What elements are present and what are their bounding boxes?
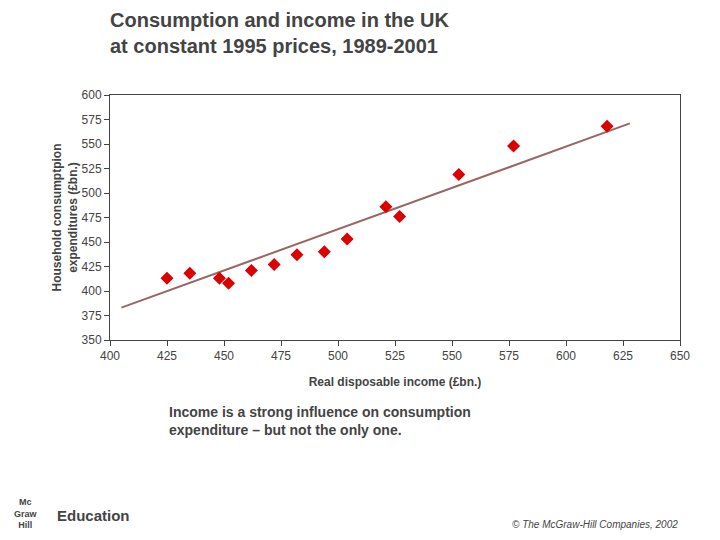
svg-text:600: 600 (82, 88, 102, 102)
svg-text:350: 350 (82, 333, 102, 347)
svg-text:Household consumptpionexpendit: Household consumptpionexpenditures (£bn.… (50, 144, 80, 292)
svg-text:Consumption and income in the: Consumption and income in the UKat const… (110, 9, 449, 57)
svg-text:500: 500 (328, 349, 348, 363)
svg-text:525: 525 (82, 162, 102, 176)
svg-text:525: 525 (385, 349, 405, 363)
svg-text:475: 475 (82, 211, 102, 225)
svg-text:550: 550 (442, 349, 462, 363)
svg-text:375: 375 (82, 309, 102, 323)
svg-text:650: 650 (670, 349, 690, 363)
svg-text:Income is a strong influence o: Income is a strong influence on consumpt… (169, 404, 471, 438)
svg-text:575: 575 (82, 113, 102, 127)
svg-text:400: 400 (82, 284, 102, 298)
svg-text:400: 400 (100, 349, 120, 363)
svg-text:450: 450 (214, 349, 234, 363)
svg-text:550: 550 (82, 137, 102, 151)
svg-text:425: 425 (82, 260, 102, 274)
svg-text:475: 475 (271, 349, 291, 363)
svg-text:425: 425 (157, 349, 177, 363)
svg-text:© The McGraw-Hill Companies, 2: © The McGraw-Hill Companies, 2002 (512, 519, 678, 530)
svg-text:450: 450 (82, 235, 102, 249)
svg-text:500: 500 (82, 186, 102, 200)
svg-text:McGrawHill: McGrawHill (14, 497, 38, 530)
svg-text:575: 575 (499, 349, 519, 363)
svg-text:625: 625 (613, 349, 633, 363)
svg-text:600: 600 (556, 349, 576, 363)
svg-text:Real disposable income (£bn.): Real disposable income (£bn.) (309, 375, 482, 389)
svg-text:Education: Education (57, 507, 130, 524)
